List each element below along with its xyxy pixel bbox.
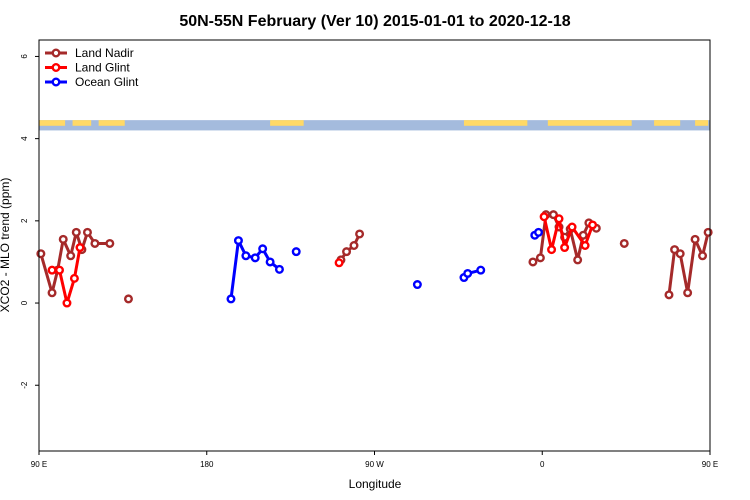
ocean-band [39,120,710,131]
x-axis-ticks: 90 E 180 90 W 0 90 E [31,451,718,469]
land-patch [39,120,66,126]
legend-swatch-point [51,77,61,87]
data-point [123,294,133,304]
data-point [698,251,708,261]
data-point [573,255,583,265]
data-point [664,290,674,300]
x-tick-label: 180 [200,460,214,469]
series-line [229,239,281,300]
data-point [675,249,685,259]
data-point [567,222,577,232]
data-point [47,288,57,298]
y-tick-label: -2 [20,381,29,389]
data-point [55,265,65,275]
data-point [355,229,365,239]
land-patch [695,120,709,126]
data-point [690,234,700,244]
land-patch [654,120,681,126]
data-point [274,264,284,274]
data-point [105,238,115,248]
data-point [528,257,538,267]
legend-swatch-point [51,62,61,72]
land-patch [72,120,92,126]
data-point [82,227,92,237]
data-point [90,238,100,248]
data-point [342,247,352,257]
land-mask-band [39,120,710,131]
series-line [339,233,361,261]
land-patch [270,120,304,126]
x-tick-label: 0 [540,460,545,469]
data-point [349,240,359,250]
y-tick-label: 4 [20,136,29,141]
data-point [250,253,260,263]
legend-item: Land Nadir [45,46,134,60]
data-point [588,220,598,230]
data-point [476,265,486,275]
x-tick-label: 90 E [31,460,47,469]
land-patch [547,120,632,126]
legend-label: Ocean Glint [75,75,139,89]
land-patch [98,120,125,126]
data-point [226,294,236,304]
data-point [534,227,544,237]
data-point [548,210,558,220]
data-point [619,238,629,248]
series-line [39,230,110,295]
data-point [69,273,79,283]
series-land-glint [47,212,598,308]
y-axis-ticks: -2 0 2 4 6 [20,54,39,389]
series-land-nadir [36,210,713,304]
x-axis-label: Longitude [349,477,402,491]
legend-item: Land Glint [45,61,130,75]
data-point [578,230,588,240]
data-point [412,280,422,290]
data-point [258,244,268,254]
data-point [241,251,251,261]
data-point [71,227,81,237]
data-point [560,243,570,253]
series-line [667,231,710,296]
y-tick-label: 6 [20,54,29,59]
chart-title: 50N-55N February (Ver 10) 2015-01-01 to … [179,13,570,30]
data-point [47,265,57,275]
legend-label: Land Nadir [75,46,134,60]
legend-swatch-point [51,48,61,58]
data-point [265,257,275,267]
legend-item: Ocean Glint [45,75,139,89]
x-tick-label: 90 W [365,460,384,469]
data-point [62,298,72,308]
data-point [334,258,344,268]
data-point [233,236,243,246]
data-point [463,268,473,278]
x-tick-label: 90 E [702,460,718,469]
data-point [291,247,301,257]
data-point [58,234,68,244]
series-ocean-glint [226,227,544,304]
y-tick-label: 0 [20,300,29,305]
series-layer [36,210,713,308]
data-point [670,245,680,255]
data-point [535,253,545,263]
y-tick-label: 2 [20,218,29,223]
data-point [539,212,549,222]
data-point [75,243,85,253]
data-point [683,288,693,298]
land-patch [463,120,528,126]
data-point [580,240,590,250]
plot-frame [38,39,711,452]
data-point [554,214,564,224]
data-point [66,251,76,261]
legend-label: Land Glint [75,61,130,75]
y-axis-label: XCO2 - MLO trend (ppm) [0,178,12,313]
data-point [547,245,557,255]
